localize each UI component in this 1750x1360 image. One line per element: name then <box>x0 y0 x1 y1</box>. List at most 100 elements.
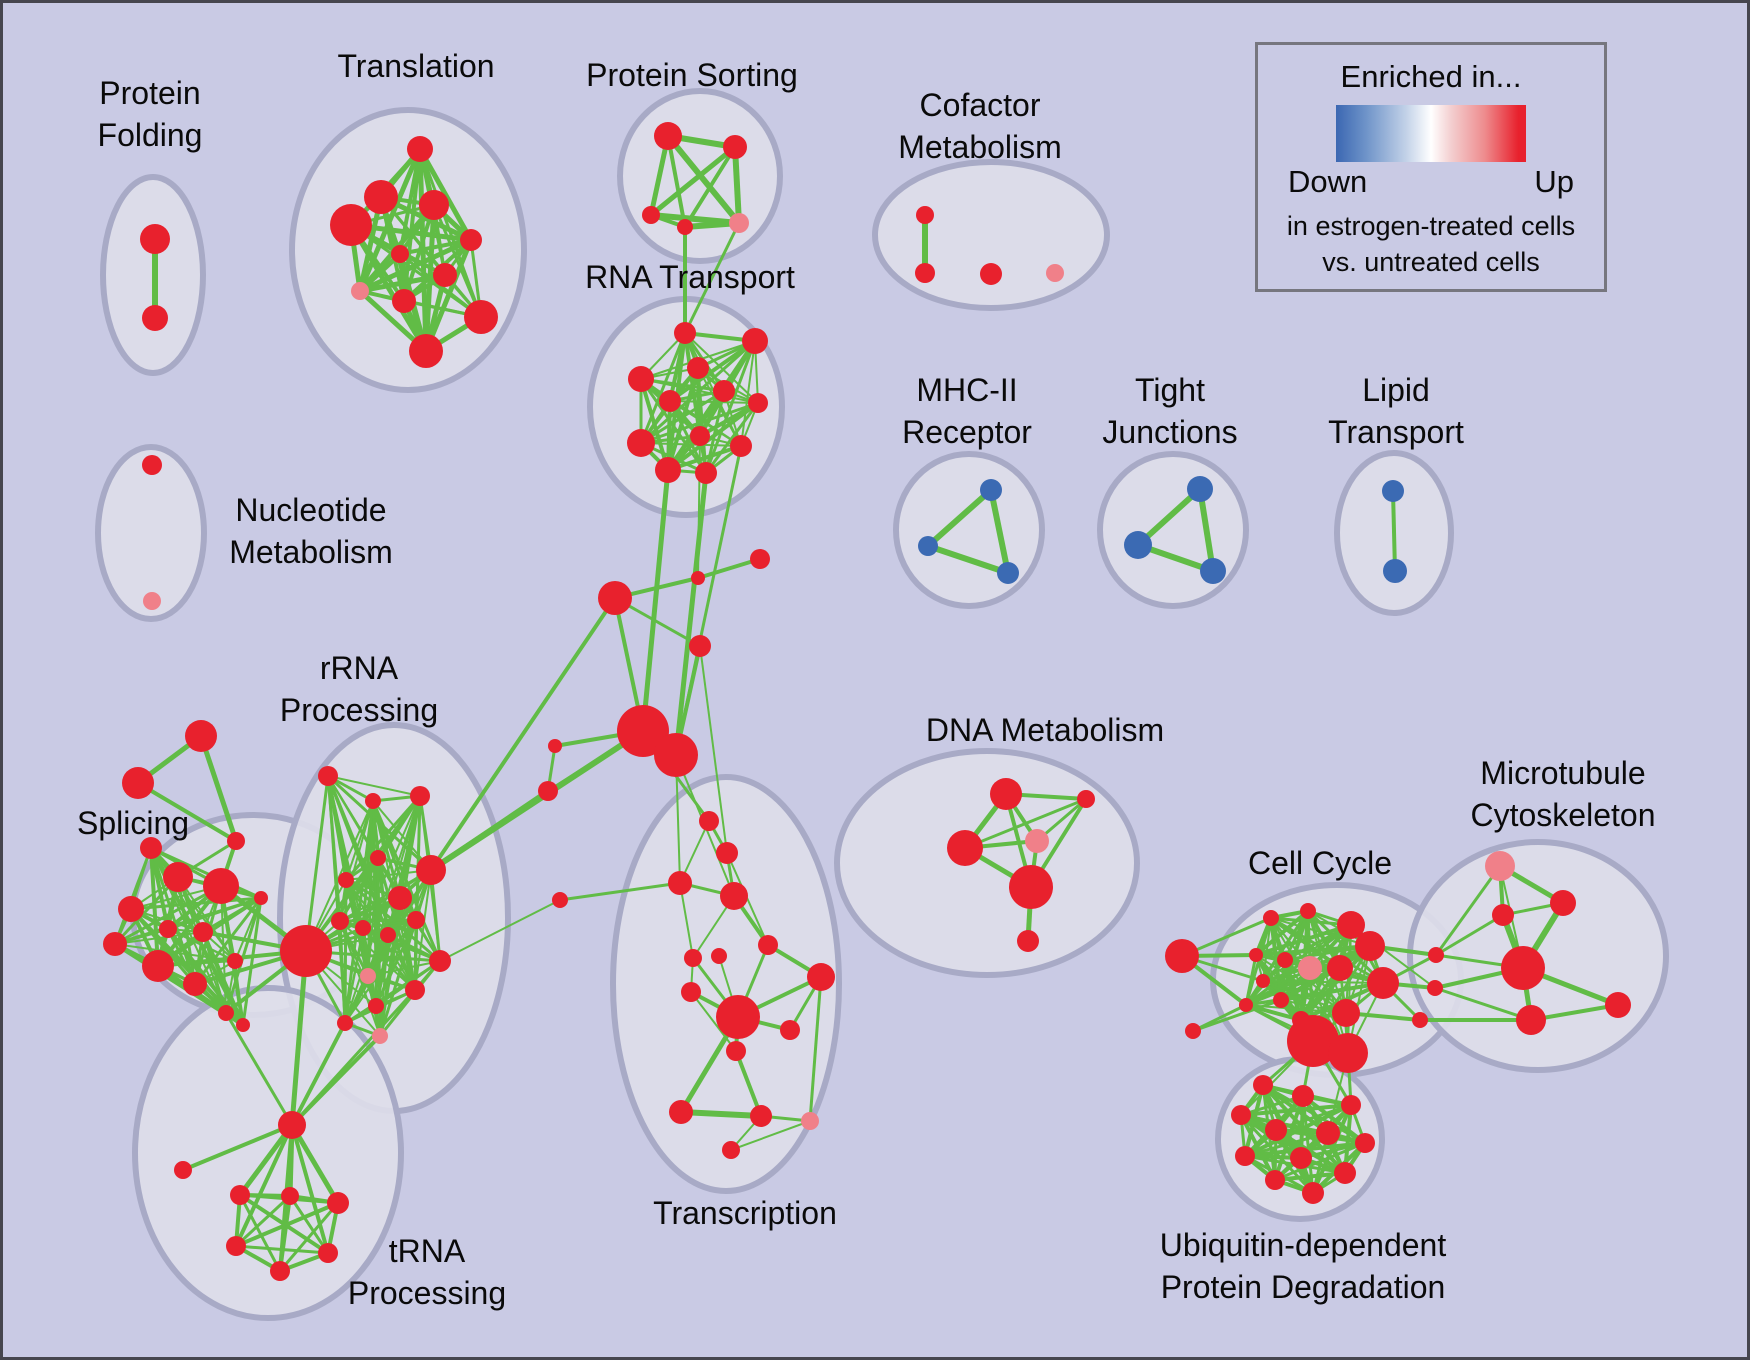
network-node[interactable] <box>1165 939 1199 973</box>
network-node[interactable] <box>364 180 398 214</box>
network-node[interactable] <box>327 1192 349 1214</box>
network-node[interactable] <box>758 935 778 955</box>
network-node[interactable] <box>723 135 747 159</box>
network-node[interactable] <box>203 868 239 904</box>
network-node[interactable] <box>742 328 768 354</box>
network-node[interactable] <box>690 426 710 446</box>
network-node[interactable] <box>552 892 568 908</box>
network-node[interactable] <box>1327 955 1353 981</box>
network-node[interactable] <box>713 380 735 402</box>
network-node[interactable] <box>1009 865 1053 909</box>
network-node[interactable] <box>370 850 386 866</box>
network-node[interactable] <box>254 891 268 905</box>
network-node[interactable] <box>226 1236 246 1256</box>
network-node[interactable] <box>183 972 207 996</box>
network-node[interactable] <box>695 462 717 484</box>
network-node[interactable] <box>338 872 354 888</box>
network-node[interactable] <box>722 1141 740 1159</box>
network-node[interactable] <box>368 998 384 1014</box>
network-node[interactable] <box>1383 559 1407 583</box>
network-node[interactable] <box>331 912 349 930</box>
network-node[interactable] <box>142 950 174 982</box>
network-node[interactable] <box>1367 967 1399 999</box>
network-node[interactable] <box>1355 1133 1375 1153</box>
network-node[interactable] <box>659 390 681 412</box>
network-node[interactable] <box>687 357 709 379</box>
network-node[interactable] <box>230 1185 250 1205</box>
network-node[interactable] <box>409 334 443 368</box>
network-node[interactable] <box>143 592 161 610</box>
network-node[interactable] <box>677 219 693 235</box>
network-node[interactable] <box>278 1111 306 1139</box>
network-node[interactable] <box>337 1015 353 1031</box>
network-node[interactable] <box>1300 903 1316 919</box>
network-node[interactable] <box>918 536 938 556</box>
network-node[interactable] <box>1249 948 1263 962</box>
network-node[interactable] <box>140 837 162 859</box>
network-node[interactable] <box>1337 911 1365 939</box>
network-node[interactable] <box>716 842 738 864</box>
network-node[interactable] <box>729 213 749 233</box>
network-node[interactable] <box>689 635 711 657</box>
network-node[interactable] <box>1253 1075 1273 1095</box>
network-node[interactable] <box>598 581 632 615</box>
network-node[interactable] <box>236 1018 250 1032</box>
network-node[interactable] <box>980 479 1002 501</box>
network-node[interactable] <box>1412 1012 1428 1028</box>
network-node[interactable] <box>1427 980 1443 996</box>
network-node[interactable] <box>318 1243 338 1263</box>
network-node[interactable] <box>1334 1162 1356 1184</box>
network-node[interactable] <box>142 455 162 475</box>
network-node[interactable] <box>1316 1121 1340 1145</box>
network-node[interactable] <box>351 282 369 300</box>
network-node[interactable] <box>1428 947 1444 963</box>
network-node[interactable] <box>360 968 376 984</box>
network-node[interactable] <box>1287 1015 1339 1067</box>
network-node[interactable] <box>681 982 701 1002</box>
network-node[interactable] <box>410 786 430 806</box>
network-node[interactable] <box>997 562 1019 584</box>
network-node[interactable] <box>1231 1105 1251 1125</box>
network-node[interactable] <box>227 953 243 969</box>
network-node[interactable] <box>142 305 168 331</box>
network-node[interactable] <box>947 830 983 866</box>
network-node[interactable] <box>227 832 245 850</box>
network-node[interactable] <box>429 950 451 972</box>
network-node[interactable] <box>617 705 669 757</box>
network-node[interactable] <box>980 263 1002 285</box>
network-node[interactable] <box>1185 1023 1201 1039</box>
network-node[interactable] <box>1025 829 1049 853</box>
network-node[interactable] <box>1263 910 1279 926</box>
network-node[interactable] <box>159 920 177 938</box>
network-node[interactable] <box>163 862 193 892</box>
network-node[interactable] <box>1328 1033 1368 1073</box>
network-node[interactable] <box>407 911 425 929</box>
network-node[interactable] <box>691 571 705 585</box>
network-node[interactable] <box>655 457 681 483</box>
network-node[interactable] <box>628 366 654 392</box>
network-node[interactable] <box>1124 531 1152 559</box>
network-node[interactable] <box>405 980 425 1000</box>
network-node[interactable] <box>464 300 498 334</box>
network-node[interactable] <box>1492 904 1514 926</box>
network-node[interactable] <box>1355 931 1385 961</box>
network-node[interactable] <box>1265 1119 1287 1141</box>
network-node[interactable] <box>140 224 170 254</box>
network-node[interactable] <box>801 1112 819 1130</box>
network-node[interactable] <box>654 733 698 777</box>
network-node[interactable] <box>1292 1085 1314 1107</box>
network-node[interactable] <box>668 871 692 895</box>
network-node[interactable] <box>1298 956 1322 980</box>
network-node[interactable] <box>1550 890 1576 916</box>
network-node[interactable] <box>1017 930 1039 952</box>
network-node[interactable] <box>669 1100 693 1124</box>
network-node[interactable] <box>1341 1095 1361 1115</box>
network-node[interactable] <box>391 245 409 263</box>
network-node[interactable] <box>627 429 655 457</box>
network-node[interactable] <box>270 1261 290 1281</box>
network-node[interactable] <box>684 949 702 967</box>
network-node[interactable] <box>1256 974 1270 988</box>
network-node[interactable] <box>1501 946 1545 990</box>
network-node[interactable] <box>654 122 682 150</box>
network-node[interactable] <box>1273 992 1289 1008</box>
